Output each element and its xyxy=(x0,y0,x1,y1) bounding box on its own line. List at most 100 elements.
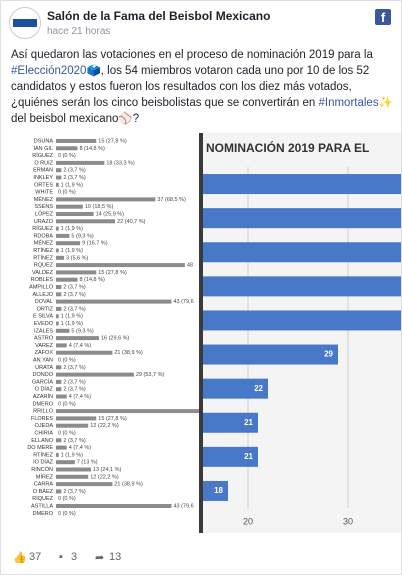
bar xyxy=(203,242,401,263)
value-label: 1 (1,9 %) xyxy=(61,226,83,232)
hashtag[interactable]: #Inmortales✨ xyxy=(318,97,393,109)
bar xyxy=(56,139,97,143)
row-label: RÍGUEZ xyxy=(32,152,53,159)
row-label: RTÍNEZ xyxy=(33,451,53,458)
reactions-count[interactable]: 37 xyxy=(29,551,42,563)
page-logo[interactable] xyxy=(9,7,41,39)
text: del beisbol mexicano⚾? xyxy=(11,113,140,125)
row-label: RTÍNEZ xyxy=(33,254,53,261)
row-label: ZAFOX xyxy=(35,350,54,356)
comment-icon[interactable]: ▪ xyxy=(59,551,63,563)
x-tick-label: 30 xyxy=(343,516,353,526)
page-name[interactable]: Salón de la Fama del Beisbol Mexicano xyxy=(47,9,271,23)
row-label: AMPILLO xyxy=(29,284,54,290)
footer: 👍 37 ▪ 3 ➦ 13 xyxy=(1,541,401,573)
bar xyxy=(56,255,65,260)
row-label: RQUEZ xyxy=(34,263,54,269)
bar xyxy=(203,446,258,467)
hashtag[interactable]: #Elección2020🗳️ xyxy=(11,65,101,77)
value-label: 2 (3,7 %) xyxy=(63,306,85,312)
bar xyxy=(56,270,97,275)
value-label: 2 (3,7 %) xyxy=(63,175,85,181)
bar xyxy=(56,416,97,421)
value-label: 4 (7,4 %) xyxy=(69,394,91,400)
value-label: 43 (79,6 xyxy=(173,503,193,509)
value-label: 5 (9,3 %) xyxy=(71,233,93,239)
value-label: 1 (1,9 %) xyxy=(61,452,83,458)
bar xyxy=(56,438,62,443)
bar xyxy=(203,412,258,433)
post-image[interactable]: DSUNA 15 (27,8 %) IAN GIL 8 (14,8 %) RÍGUEZ 0… xyxy=(1,133,401,533)
value-label: 0 (0 %) xyxy=(58,401,76,407)
chart-title: NOMINACIÓN 2019 PARA EL xyxy=(206,140,369,155)
bar xyxy=(56,350,113,355)
row-label: RIQUEZ xyxy=(32,496,53,502)
bar xyxy=(56,182,59,187)
row-label: O BÁEZ xyxy=(33,488,54,495)
bar xyxy=(56,343,67,348)
value-label: 14 (25,9 %) xyxy=(96,211,125,217)
bar xyxy=(56,314,59,319)
row-label: ASTRO xyxy=(34,336,54,342)
bar xyxy=(56,474,89,479)
row-label: WHITE xyxy=(35,190,53,196)
shares-count[interactable]: 13 xyxy=(109,551,122,563)
bar xyxy=(56,212,94,216)
value-label: 13 (24,1 %) xyxy=(93,467,122,473)
bar xyxy=(203,174,401,195)
bar xyxy=(203,310,401,331)
value-label: 2 (3,7 %) xyxy=(63,387,85,393)
bar xyxy=(56,197,156,202)
row-label: ORTIZ xyxy=(37,306,54,312)
post-time[interactable]: hace 21 horas xyxy=(47,26,111,37)
bar xyxy=(56,321,59,326)
value-label: 3 (5,6 %) xyxy=(66,255,88,261)
bar xyxy=(56,482,113,487)
row-label: ELLANO xyxy=(31,438,53,444)
bar xyxy=(56,445,67,450)
row-label: IZALES xyxy=(34,328,53,334)
bar xyxy=(56,175,62,180)
value-label: 29 (53,7 %) xyxy=(136,372,165,378)
row-label: RDOBA xyxy=(33,233,53,239)
value-label: 18 xyxy=(214,486,223,495)
row-label: RTÍNEZ xyxy=(33,247,53,254)
bar xyxy=(56,336,99,341)
bar xyxy=(56,306,62,311)
value-label: 48 xyxy=(187,263,193,269)
bar xyxy=(56,489,62,494)
bar xyxy=(56,409,199,414)
like-icon[interactable]: 👍 xyxy=(13,552,27,564)
row-label: LÓPEZ xyxy=(35,210,54,217)
row-label: O DÍAZ xyxy=(35,386,54,393)
value-label: 4 (7,4 %) xyxy=(69,445,91,451)
row-label: DOVAL xyxy=(35,299,53,305)
value-label: 0 (0 %) xyxy=(58,190,76,196)
value-label: 12 (22,2 %) xyxy=(90,423,119,429)
value-label: 2 (3,7 %) xyxy=(63,284,85,290)
value-label: 22 xyxy=(254,384,263,393)
share-icon[interactable]: ➦ xyxy=(95,552,105,564)
facebook-icon: f xyxy=(375,9,391,25)
comments-count[interactable]: 3 xyxy=(71,551,78,563)
bar xyxy=(56,504,172,508)
bar xyxy=(56,285,62,289)
value-label: 12 (22,2 %) xyxy=(90,474,119,480)
bar xyxy=(56,452,59,457)
value-label: 2 (3,7 %) xyxy=(63,489,85,495)
value-label: 0 (0 %) xyxy=(58,496,76,502)
value-label: 0 (0 %) xyxy=(58,357,76,363)
bar xyxy=(56,233,70,238)
value-label: 37 (68,5 %) xyxy=(157,197,186,203)
value-label: 15 (27,8 %) xyxy=(98,270,127,276)
bar xyxy=(56,292,62,297)
post-text: Así quedaron las votaciones en el proces… xyxy=(11,47,393,127)
value-label: 18 (33,3 %) xyxy=(106,160,135,166)
row-label: CARRA xyxy=(34,482,54,488)
value-label: 2 (3,7 %) xyxy=(63,438,85,444)
value-label: 21 (38,9 %) xyxy=(114,350,143,356)
value-label: 0 (0 %) xyxy=(58,511,76,517)
value-label: 0 (0 %) xyxy=(58,430,76,436)
value-label: 29 xyxy=(324,350,333,359)
value-label: 21 (38,9 %) xyxy=(114,482,143,488)
